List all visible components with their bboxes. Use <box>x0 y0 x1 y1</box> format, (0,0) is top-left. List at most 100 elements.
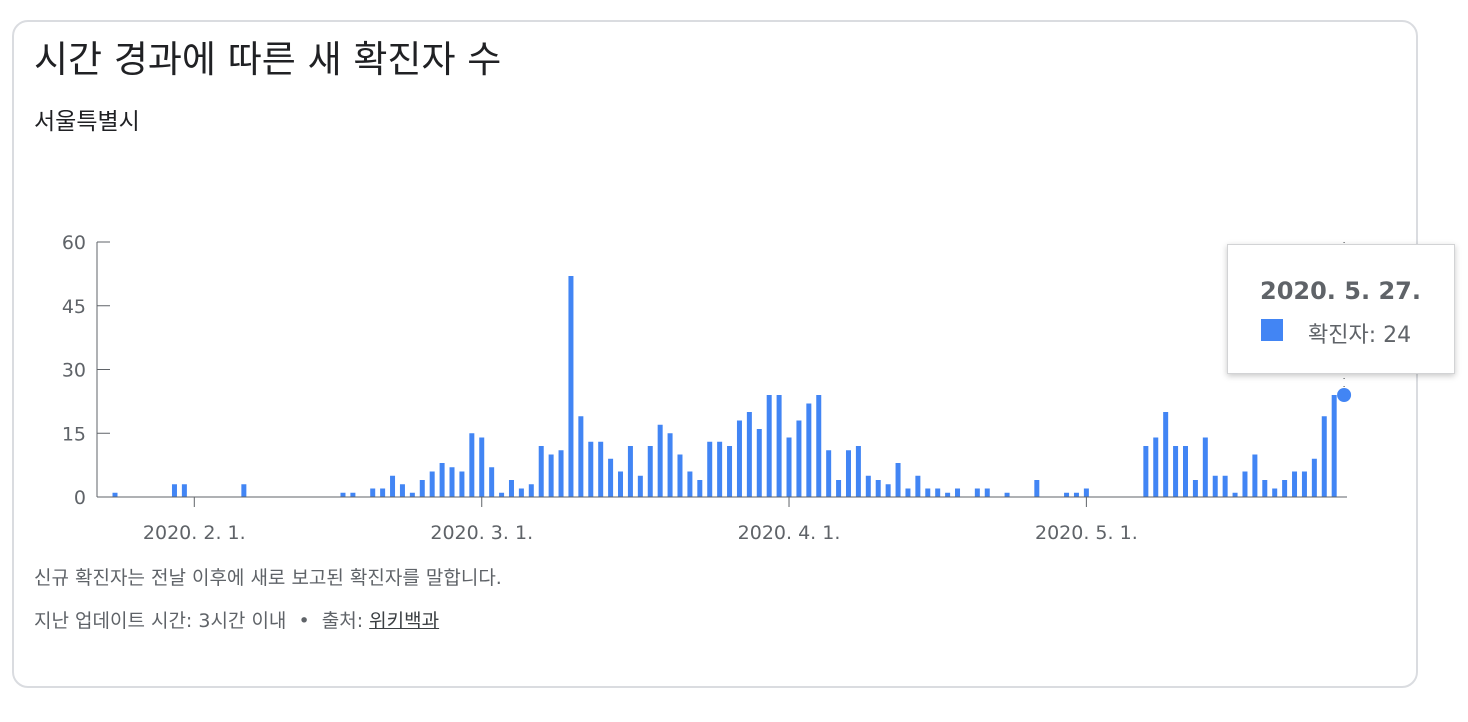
bar[interactable] <box>1252 454 1258 498</box>
bar[interactable] <box>538 446 544 497</box>
bar[interactable] <box>1083 488 1089 498</box>
bar[interactable] <box>736 420 742 498</box>
bar[interactable] <box>697 480 703 497</box>
bar[interactable] <box>1183 446 1188 497</box>
bar[interactable] <box>657 424 663 497</box>
bar[interactable] <box>171 484 177 497</box>
bar[interactable] <box>499 492 505 497</box>
bar[interactable] <box>1004 492 1010 497</box>
bar[interactable] <box>1064 492 1070 497</box>
bar[interactable] <box>518 488 524 498</box>
bar[interactable] <box>1202 437 1208 498</box>
bar[interactable] <box>925 488 931 498</box>
bar[interactable] <box>935 488 941 498</box>
bar[interactable] <box>618 471 624 498</box>
bar[interactable] <box>598 441 604 497</box>
bar[interactable] <box>1222 475 1228 497</box>
bar[interactable] <box>409 492 415 497</box>
bar[interactable] <box>1153 437 1159 498</box>
bar[interactable] <box>667 433 673 497</box>
bar[interactable] <box>974 488 980 498</box>
bar[interactable] <box>1173 446 1179 497</box>
bar[interactable] <box>1311 458 1317 497</box>
bar[interactable] <box>826 450 832 497</box>
bar[interactable] <box>1282 480 1288 497</box>
bar[interactable] <box>717 441 723 497</box>
bar[interactable] <box>1163 412 1169 497</box>
bar[interactable] <box>885 484 891 497</box>
bar[interactable] <box>588 441 594 497</box>
x-tick-label: 2020. 3. 1. <box>430 522 533 544</box>
bar[interactable] <box>568 276 574 497</box>
bar[interactable] <box>350 492 356 497</box>
bar[interactable] <box>459 471 465 498</box>
bar[interactable] <box>399 484 405 497</box>
bar[interactable] <box>449 467 455 497</box>
bar[interactable] <box>241 484 247 497</box>
bar[interactable] <box>469 433 475 497</box>
bar[interactable] <box>1034 480 1040 497</box>
bar[interactable] <box>766 395 772 497</box>
bar[interactable] <box>1292 471 1298 498</box>
bar[interactable] <box>845 450 851 497</box>
bar[interactable] <box>508 480 514 497</box>
bar[interactable] <box>370 488 376 498</box>
bar[interactable] <box>390 475 396 497</box>
bar[interactable] <box>955 488 961 498</box>
bar[interactable] <box>756 429 762 497</box>
bar[interactable] <box>816 395 822 497</box>
bar[interactable] <box>380 488 386 498</box>
bar[interactable] <box>786 437 792 498</box>
bar[interactable] <box>855 446 861 497</box>
bar[interactable] <box>340 492 346 497</box>
bar[interactable] <box>1232 492 1238 497</box>
bar[interactable] <box>528 484 534 497</box>
bar[interactable] <box>905 488 911 498</box>
bar[interactable] <box>707 441 713 497</box>
region-subtitle: 서울특별시 <box>34 109 140 135</box>
bar[interactable] <box>558 450 564 497</box>
bar[interactable] <box>687 471 693 498</box>
bar[interactable] <box>677 454 683 498</box>
bar[interactable] <box>1192 480 1198 497</box>
bar[interactable] <box>112 492 118 497</box>
bar[interactable] <box>637 475 643 497</box>
bar[interactable] <box>1272 488 1278 498</box>
bar[interactable] <box>439 463 445 497</box>
bar[interactable] <box>776 395 782 497</box>
bar[interactable] <box>895 463 901 497</box>
bar[interactable] <box>578 416 584 497</box>
bar[interactable] <box>806 403 812 498</box>
bar[interactable] <box>865 475 871 497</box>
bar[interactable] <box>1073 492 1079 497</box>
bar[interactable] <box>796 420 802 498</box>
bar[interactable] <box>181 484 187 497</box>
bar[interactable] <box>875 480 881 497</box>
bar[interactable] <box>1331 395 1337 497</box>
bar[interactable] <box>1212 475 1218 497</box>
bar[interactable] <box>1262 480 1268 497</box>
bar[interactable] <box>429 471 435 498</box>
bar[interactable] <box>627 446 633 497</box>
bar[interactable] <box>647 446 653 497</box>
bar[interactable] <box>984 488 990 498</box>
hover-point <box>1337 388 1352 402</box>
bar[interactable] <box>915 475 921 497</box>
bar[interactable] <box>489 467 495 497</box>
bar[interactable] <box>608 458 614 497</box>
bar[interactable] <box>1321 416 1327 497</box>
bar[interactable] <box>479 437 485 498</box>
source-link[interactable]: 위키백과 <box>369 610 440 632</box>
y-axis: 0 15 30 45 60 <box>62 232 110 509</box>
bar[interactable] <box>548 454 554 498</box>
update-info: 지난 업데이트 시간: 3시간 이내 • 출처: 위키백과 <box>34 609 439 633</box>
bar[interactable] <box>945 492 951 497</box>
bar[interactable] <box>746 412 752 497</box>
bar[interactable] <box>419 480 425 497</box>
bar[interactable] <box>1143 446 1149 497</box>
bar[interactable] <box>1301 471 1307 498</box>
bar[interactable] <box>727 446 733 497</box>
bar[interactable] <box>1242 471 1248 498</box>
bar[interactable] <box>836 480 842 497</box>
